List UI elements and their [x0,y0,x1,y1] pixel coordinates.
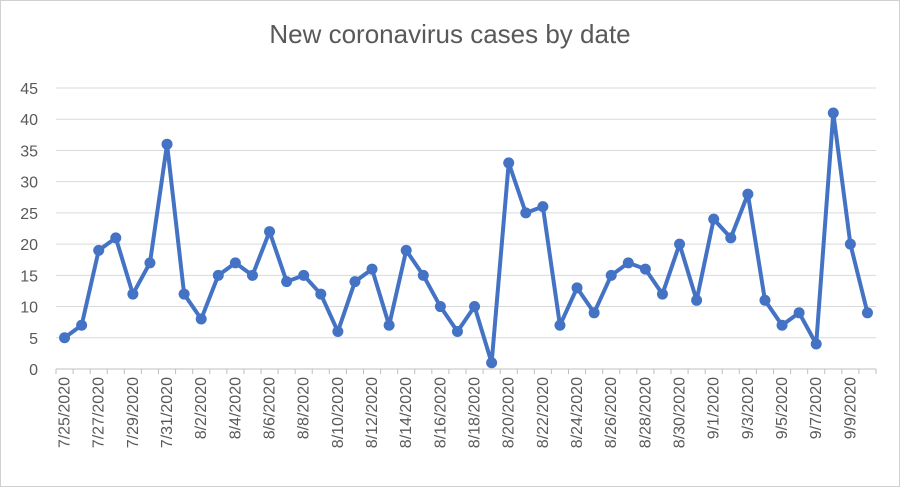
data-point [195,313,207,325]
x-tick-label: 9/9/2020 [842,377,859,439]
data-point [383,319,395,331]
data-point [264,226,276,238]
x-tick-label: 7/27/2020 [91,377,108,448]
y-tick-label: 5 [29,331,38,348]
series-markers [59,107,873,369]
x-tick-label: 8/18/2020 [467,377,484,448]
x-tick-label: 8/30/2020 [672,377,689,448]
x-tick-label: 9/1/2020 [706,377,723,439]
y-tick-label: 10 [20,300,38,317]
data-point [434,301,446,313]
data-point [639,263,651,275]
y-tick-label: 35 [20,143,38,160]
data-point [332,326,344,338]
data-point [315,288,327,300]
x-tick-label: 8/14/2020 [398,377,415,448]
data-point [161,138,173,150]
data-point [400,244,412,256]
data-point [229,257,241,269]
data-point [554,319,566,331]
y-tick-label: 45 [20,81,38,98]
data-point [742,188,754,200]
x-tick-label: 7/29/2020 [125,377,142,448]
x-tick-label: 8/22/2020 [535,377,552,448]
x-tick-label: 9/7/2020 [808,377,825,439]
y-tick-label: 20 [20,237,38,254]
x-tick-label: 8/4/2020 [227,377,244,439]
x-tick-label: 8/20/2020 [501,377,518,448]
y-tick-label: 0 [29,362,38,379]
x-tick-label: 8/6/2020 [262,377,279,439]
y-tick-label: 40 [20,112,38,129]
x-tick-label: 8/2/2020 [193,377,210,439]
data-point [246,269,258,281]
data-point [674,238,686,250]
data-point [281,276,293,288]
data-point [417,269,429,281]
x-tick-label: 7/25/2020 [57,377,74,448]
data-point [178,288,190,300]
data-point [486,357,498,369]
x-tick-label: 8/28/2020 [637,377,654,448]
x-tick-label: 8/16/2020 [432,377,449,448]
x-tick-label: 9/3/2020 [740,377,757,439]
data-point [725,232,737,244]
data-point [349,276,361,288]
data-point [110,232,122,244]
x-tick-label: 8/24/2020 [569,377,586,448]
data-point [708,213,720,225]
x-tick-label: 9/5/2020 [774,377,791,439]
data-point [298,269,310,281]
data-point [605,269,617,281]
data-point [366,263,378,275]
data-point [571,282,583,294]
y-tick-label: 25 [20,206,38,223]
data-point [691,294,703,306]
data-point [537,201,549,213]
data-point [59,332,71,344]
data-point [451,326,463,338]
data-point [844,238,856,250]
data-point [827,107,839,119]
data-point [861,307,873,319]
y-tick-label: 15 [20,268,38,285]
x-tick-label: 8/12/2020 [364,377,381,448]
data-point [93,244,105,256]
data-point [212,269,224,281]
data-point [656,288,668,300]
data-point [588,307,600,319]
data-point [810,338,822,350]
x-tick-labels: 7/25/2020 7/27/2020 7/29/2020 7/31/2020 8/2/… [57,377,860,448]
y-tick-labels: 0 5 10 15 20 25 30 35 40 45 [20,81,38,379]
chart-title: New coronavirus cases by date [269,19,631,49]
x-tick-label: 8/8/2020 [296,377,313,439]
x-tick-label: 7/31/2020 [159,377,176,448]
data-point [503,157,515,169]
data-point [793,307,805,319]
data-point [127,288,139,300]
data-point [759,294,771,306]
data-point [776,319,788,331]
data-point [520,207,532,219]
x-tick-label: 8/26/2020 [603,377,620,448]
y-tick-label: 30 [20,175,38,192]
x-tick-label: 8/10/2020 [330,377,347,448]
data-point [622,257,634,269]
data-point [76,319,88,331]
data-point [144,257,156,269]
data-point [469,301,481,313]
